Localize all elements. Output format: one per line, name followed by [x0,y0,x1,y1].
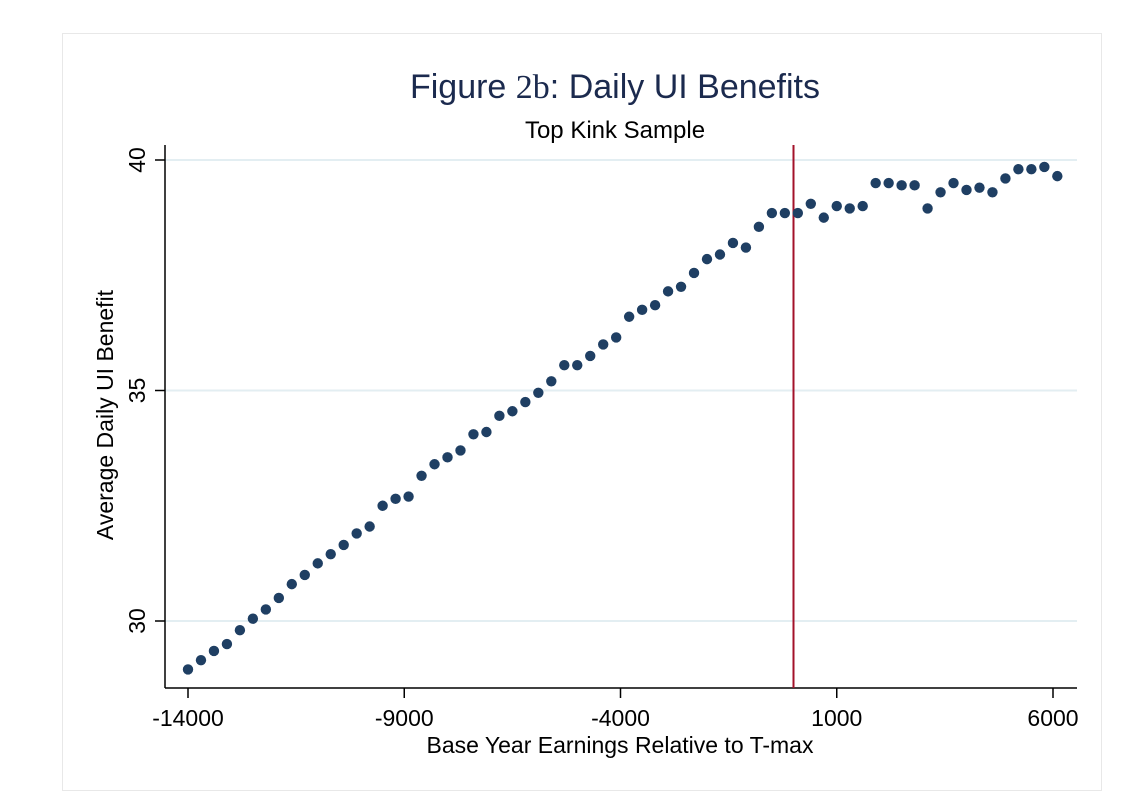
chart-subtitle: Top Kink Sample [525,117,705,144]
data-point [935,187,946,198]
data-point [468,429,479,440]
data-point [325,548,336,560]
data-point [909,180,920,191]
data-point [260,604,272,615]
data-point [429,459,440,470]
data-point [533,387,544,399]
data-point [818,212,829,223]
data-point [857,200,868,212]
data-point [1013,164,1024,175]
data-point [351,528,362,539]
data-point [377,500,388,511]
data-point [286,578,297,590]
data-point [779,207,791,219]
data-point [1052,170,1063,182]
data-point [870,177,881,189]
data-point [948,177,959,189]
data-point [961,184,972,196]
data-point [636,304,648,316]
data-points [182,161,1063,675]
data-point [831,200,842,212]
x-tick-label: 1000 [811,705,862,731]
data-point [805,198,816,209]
data-point [740,242,752,253]
data-point [559,359,570,371]
data-point [234,625,246,636]
data-point [312,558,323,569]
data-point [688,267,700,279]
x-tick-label: -9000 [375,705,434,731]
y-axis-label: Average Daily UI Benefit [92,289,118,540]
gridlines [165,159,1077,622]
data-point [649,300,661,311]
data-point [273,592,285,604]
data-point [792,207,804,219]
y-tick-label: 35 [124,378,150,404]
data-point [494,410,505,422]
data-point [974,182,985,193]
data-point [182,664,194,675]
data-point [455,445,466,456]
data-point [662,286,674,297]
data-point [610,332,622,343]
data-point [1026,164,1037,175]
data-point [299,569,310,581]
data-point [727,237,739,249]
data-point [1039,161,1050,173]
x-tick-label: -4000 [591,705,650,731]
title-suffix: : Daily UI Benefits [550,68,820,106]
x-tick-label: -14000 [152,705,224,731]
data-point [390,493,401,505]
data-point [701,253,713,265]
data-point [572,359,583,371]
data-point [585,350,596,362]
title-figure-number: 2b [516,69,550,106]
data-point [364,521,375,532]
data-point [338,539,349,551]
data-point [896,180,907,191]
data-point [520,396,531,408]
chart-title: Figure 2b: Daily UI Benefits [410,68,820,106]
x-tick-label: 6000 [1027,705,1078,731]
data-point [208,645,220,657]
data-point [766,207,778,219]
y-tick-label: 40 [124,147,150,173]
tick-labels: 30 35 40 -14000 -9000 -4000 1000 6000 [124,147,1079,731]
data-point [1000,173,1011,184]
axes [155,145,1077,698]
data-point [481,426,492,438]
title-prefix: Figure [410,68,516,106]
data-point [987,187,998,198]
data-point [598,339,609,350]
data-point [507,406,518,417]
data-point [416,470,427,481]
data-point [922,203,933,214]
data-point [675,281,687,292]
data-point [221,638,233,650]
data-point [546,376,557,387]
y-tick-label: 30 [124,608,150,634]
data-point [247,613,259,624]
x-axis-label: Base Year Earnings Relative to T-max [427,732,814,758]
data-point [714,249,726,260]
data-point [403,491,414,502]
data-point [623,311,635,322]
data-point [753,221,765,233]
data-point [883,177,894,189]
data-point [844,203,855,214]
data-point [195,654,207,666]
data-point [442,452,453,463]
